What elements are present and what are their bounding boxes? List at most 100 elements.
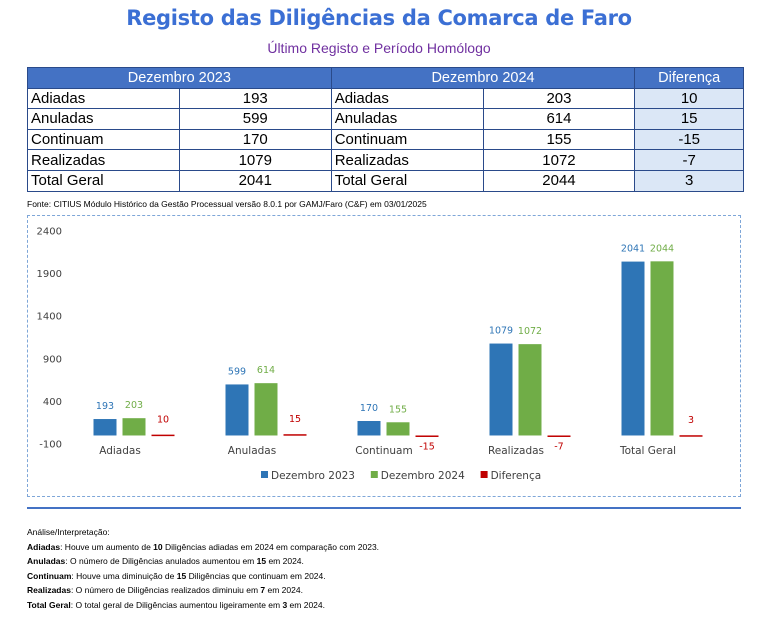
- table-row: Total Geral 2041 Total Geral 2044 3: [27, 169, 744, 192]
- row-value-2024: 614: [482, 108, 636, 130]
- row-diff: 15: [634, 108, 744, 130]
- analysis-notes: Análise/Interpretação: Adiadas: Houve um…: [27, 525, 379, 612]
- header-dezembro-2023: Dezembro 2023: [27, 67, 332, 89]
- note-term: Total Geral: [27, 599, 71, 610]
- note-post: em 2024.: [265, 585, 303, 595]
- data-label: 2044: [650, 243, 674, 254]
- note-post: em 2024.: [287, 599, 325, 610]
- data-label: 15: [289, 414, 301, 425]
- row-label-2023: Continuam: [27, 128, 180, 151]
- note-pre: : Houve um aumento de: [60, 541, 154, 552]
- note-pre: : O número de Diligências anulados aumen…: [65, 556, 257, 566]
- row-label-2024: Realizadas: [330, 149, 484, 171]
- bar-dezembro-2023: [93, 419, 117, 436]
- row-value-2024: 203: [482, 87, 636, 110]
- y-tick-label: 2400: [37, 227, 62, 238]
- note-num: 15: [256, 556, 267, 566]
- note-item: Total Geral: O total geral de Diligência…: [27, 598, 379, 613]
- summary-table: Dezembro 2023 Dezembro 2024 Diferença Ad…: [27, 67, 744, 192]
- table-header-row: Dezembro 2023 Dezembro 2024 Diferença: [27, 67, 744, 89]
- row-label-2023: Realizadas: [27, 149, 180, 171]
- data-label: 193: [96, 401, 114, 412]
- note-term: Adiadas: [27, 541, 61, 552]
- x-tick-label: Continuam: [355, 445, 412, 457]
- data-label: 10: [157, 415, 169, 426]
- page-subtitle: Último Registo e Período Homólogo: [267, 40, 491, 56]
- bar-dezembro-2024: [254, 383, 278, 436]
- bar-diferença: [547, 435, 571, 437]
- data-label: -7: [554, 441, 563, 452]
- data-label: 2041: [621, 244, 645, 255]
- table-row: Anuladas 599 Anuladas 614 15: [27, 108, 744, 130]
- bar-diferença: [679, 435, 703, 437]
- y-tick-label: 900: [43, 354, 62, 365]
- note-num: 10: [153, 541, 163, 552]
- bar-dezembro-2023: [621, 261, 645, 436]
- data-label: 1079: [489, 326, 513, 337]
- y-tick-label: 400: [43, 397, 62, 408]
- bar-diferença: [415, 435, 439, 437]
- x-tick-label: Adiadas: [99, 445, 141, 457]
- row-label-2024: Total Geral: [330, 169, 484, 192]
- row-value-2023: 1079: [178, 149, 332, 171]
- data-label: 3: [688, 415, 694, 426]
- data-label: 614: [257, 365, 275, 376]
- y-tick-label: 1400: [37, 312, 62, 323]
- bar-dezembro-2024: [518, 344, 542, 436]
- row-label-2023: Total Geral: [27, 169, 180, 192]
- header-diferenca: Diferença: [634, 67, 744, 89]
- legend-label: Diferença: [491, 470, 542, 482]
- page-title: Registo das Diligências da Comarca de Fa…: [126, 6, 632, 30]
- bar-dezembro-2024: [386, 422, 410, 436]
- note-post: Diligências que continuam em 2024.: [186, 570, 326, 581]
- legend-label: Dezembro 2024: [381, 470, 465, 482]
- data-label: 203: [125, 400, 143, 411]
- bar-chart: -100 400 900 1400 1900 2400 193 203 10 Adiadas 599…: [37, 227, 703, 482]
- row-value-2024: 1072: [482, 149, 636, 171]
- data-label: 155: [389, 404, 407, 415]
- y-tick-label: -100: [39, 440, 62, 451]
- chart-container: -100 400 900 1400 1900 2400 193 203 10 Adiadas 599…: [27, 215, 741, 497]
- row-value-2023: 170: [178, 128, 332, 151]
- row-diff: -7: [634, 149, 744, 171]
- row-label-2023: Anuladas: [27, 108, 180, 130]
- note-term: Realizadas: [27, 585, 71, 595]
- note-post: em 2024.: [266, 556, 304, 566]
- y-tick-label: 1900: [37, 269, 62, 280]
- bar-diferença: [283, 434, 307, 436]
- note-post: Diligências adiadas em 2024 em comparaçã…: [162, 541, 380, 552]
- data-label: 1072: [518, 326, 542, 337]
- row-value-2023: 599: [178, 108, 332, 130]
- bar-dezembro-2023: [225, 384, 249, 436]
- data-label: 170: [360, 403, 378, 414]
- data-label: -15: [419, 441, 435, 452]
- note-num: 7: [260, 585, 266, 595]
- data-label: 599: [228, 366, 246, 377]
- row-label-2024: Continuam: [330, 128, 484, 151]
- row-value-2024: 2044: [482, 169, 636, 192]
- note-item: Realizadas: O número de Diligências real…: [27, 583, 379, 598]
- bar-dezembro-2024: [122, 418, 146, 436]
- legend-swatch: [480, 471, 488, 478]
- table-row: Continuam 170 Continuam 155 -15: [27, 128, 744, 151]
- row-value-2023: 2041: [178, 169, 332, 192]
- row-diff: 10: [634, 87, 744, 110]
- x-tick-label: Realizadas: [488, 445, 544, 457]
- table-row: Adiadas 193 Adiadas 203 10: [27, 87, 744, 110]
- legend-swatch: [370, 471, 378, 478]
- note-item: Continuam: Houve uma diminuição de 15 Di…: [27, 569, 379, 584]
- note-pre: : O total geral de Diligências aumentou …: [70, 599, 283, 610]
- source-note: Fonte: CITIUS Módulo Histórico da Gestão…: [27, 199, 427, 209]
- table-row: Realizadas 1079 Realizadas 1072 -7: [27, 149, 744, 171]
- bar-dezembro-2023: [357, 420, 381, 436]
- x-tick-label: Anuladas: [228, 445, 276, 457]
- note-num: 3: [282, 599, 288, 610]
- note-item: Adiadas: Houve um aumento de 10 Diligênc…: [27, 540, 379, 555]
- bar-dezembro-2023: [489, 343, 513, 436]
- note-item: Anuladas: O número de Diligências anulad…: [27, 554, 379, 569]
- legend-label: Dezembro 2023: [271, 470, 355, 482]
- row-diff: 3: [634, 169, 744, 192]
- note-num: 15: [176, 570, 187, 581]
- x-tick-label: Total Geral: [619, 445, 676, 457]
- bar-dezembro-2024: [650, 261, 674, 436]
